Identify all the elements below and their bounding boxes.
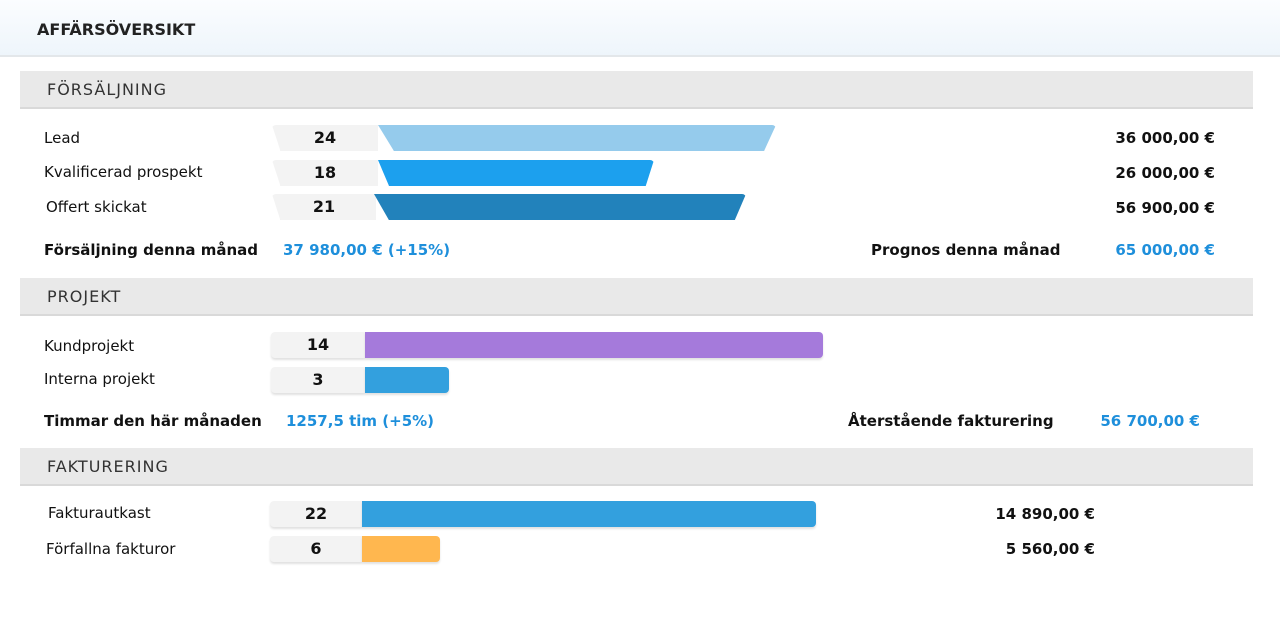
bar-internal-projects[interactable] <box>365 367 449 393</box>
row-count[interactable]: 3 <box>271 367 365 393</box>
funnel-bar-qualified[interactable] <box>378 160 654 186</box>
bar-overdue-invoices[interactable] <box>362 536 440 562</box>
sales-month-value: 37 980,00 € (+15%) <box>283 241 451 259</box>
section-header-projects: PROJEKT <box>20 278 1253 316</box>
row-amount: 26 000,00 € <box>1115 164 1215 182</box>
row-label: Kundprojekt <box>44 337 135 355</box>
row-count[interactable]: 24 <box>272 125 378 151</box>
row-amount: 5 560,00 € <box>1005 540 1095 558</box>
bar-customer-projects[interactable] <box>365 332 823 358</box>
bar-draft-invoices[interactable] <box>362 501 816 527</box>
page-title: AFFÄRSÖVERSIKT <box>37 20 196 39</box>
row-count[interactable]: 14 <box>271 332 365 358</box>
row-amount: 56 900,00 € <box>1115 199 1215 217</box>
section-header-sales: FÖRSÄLJNING <box>20 71 1253 109</box>
hours-value: 1257,5 tim (+5%) <box>286 412 435 430</box>
page-header <box>0 0 1280 57</box>
sales-month-label: Försäljning denna månad <box>44 241 259 259</box>
row-label: Kvalificerad prospekt <box>44 163 203 181</box>
row-amount: 36 000,00 € <box>1115 129 1215 147</box>
row-count[interactable]: 22 <box>270 501 362 527</box>
row-label: Offert skickat <box>46 198 147 216</box>
row-count[interactable]: 21 <box>272 194 376 220</box>
row-count[interactable]: 18 <box>272 160 378 186</box>
section-title: FÖRSÄLJNING <box>47 80 167 99</box>
row-label: Lead <box>44 129 81 147</box>
section-header-invoicing: FAKTURERING <box>20 448 1253 486</box>
remaining-label: Återstående fakturering <box>848 412 1054 430</box>
hours-label: Timmar den här månaden <box>44 412 262 430</box>
funnel-bar-lead[interactable] <box>378 125 776 151</box>
row-label: Fakturautkast <box>48 504 151 522</box>
forecast-label: Prognos denna månad <box>871 241 1061 259</box>
section-title: PROJEKT <box>47 287 122 306</box>
row-amount: 14 890,00 € <box>995 505 1095 523</box>
row-count[interactable]: 6 <box>270 536 362 562</box>
funnel-bar-offer[interactable] <box>374 194 746 220</box>
remaining-value: 56 700,00 € <box>1100 412 1200 430</box>
row-label: Förfallna fakturor <box>46 540 176 558</box>
forecast-value: 65 000,00 € <box>1115 241 1215 259</box>
row-label: Interna projekt <box>44 370 155 388</box>
section-title: FAKTURERING <box>47 457 169 476</box>
